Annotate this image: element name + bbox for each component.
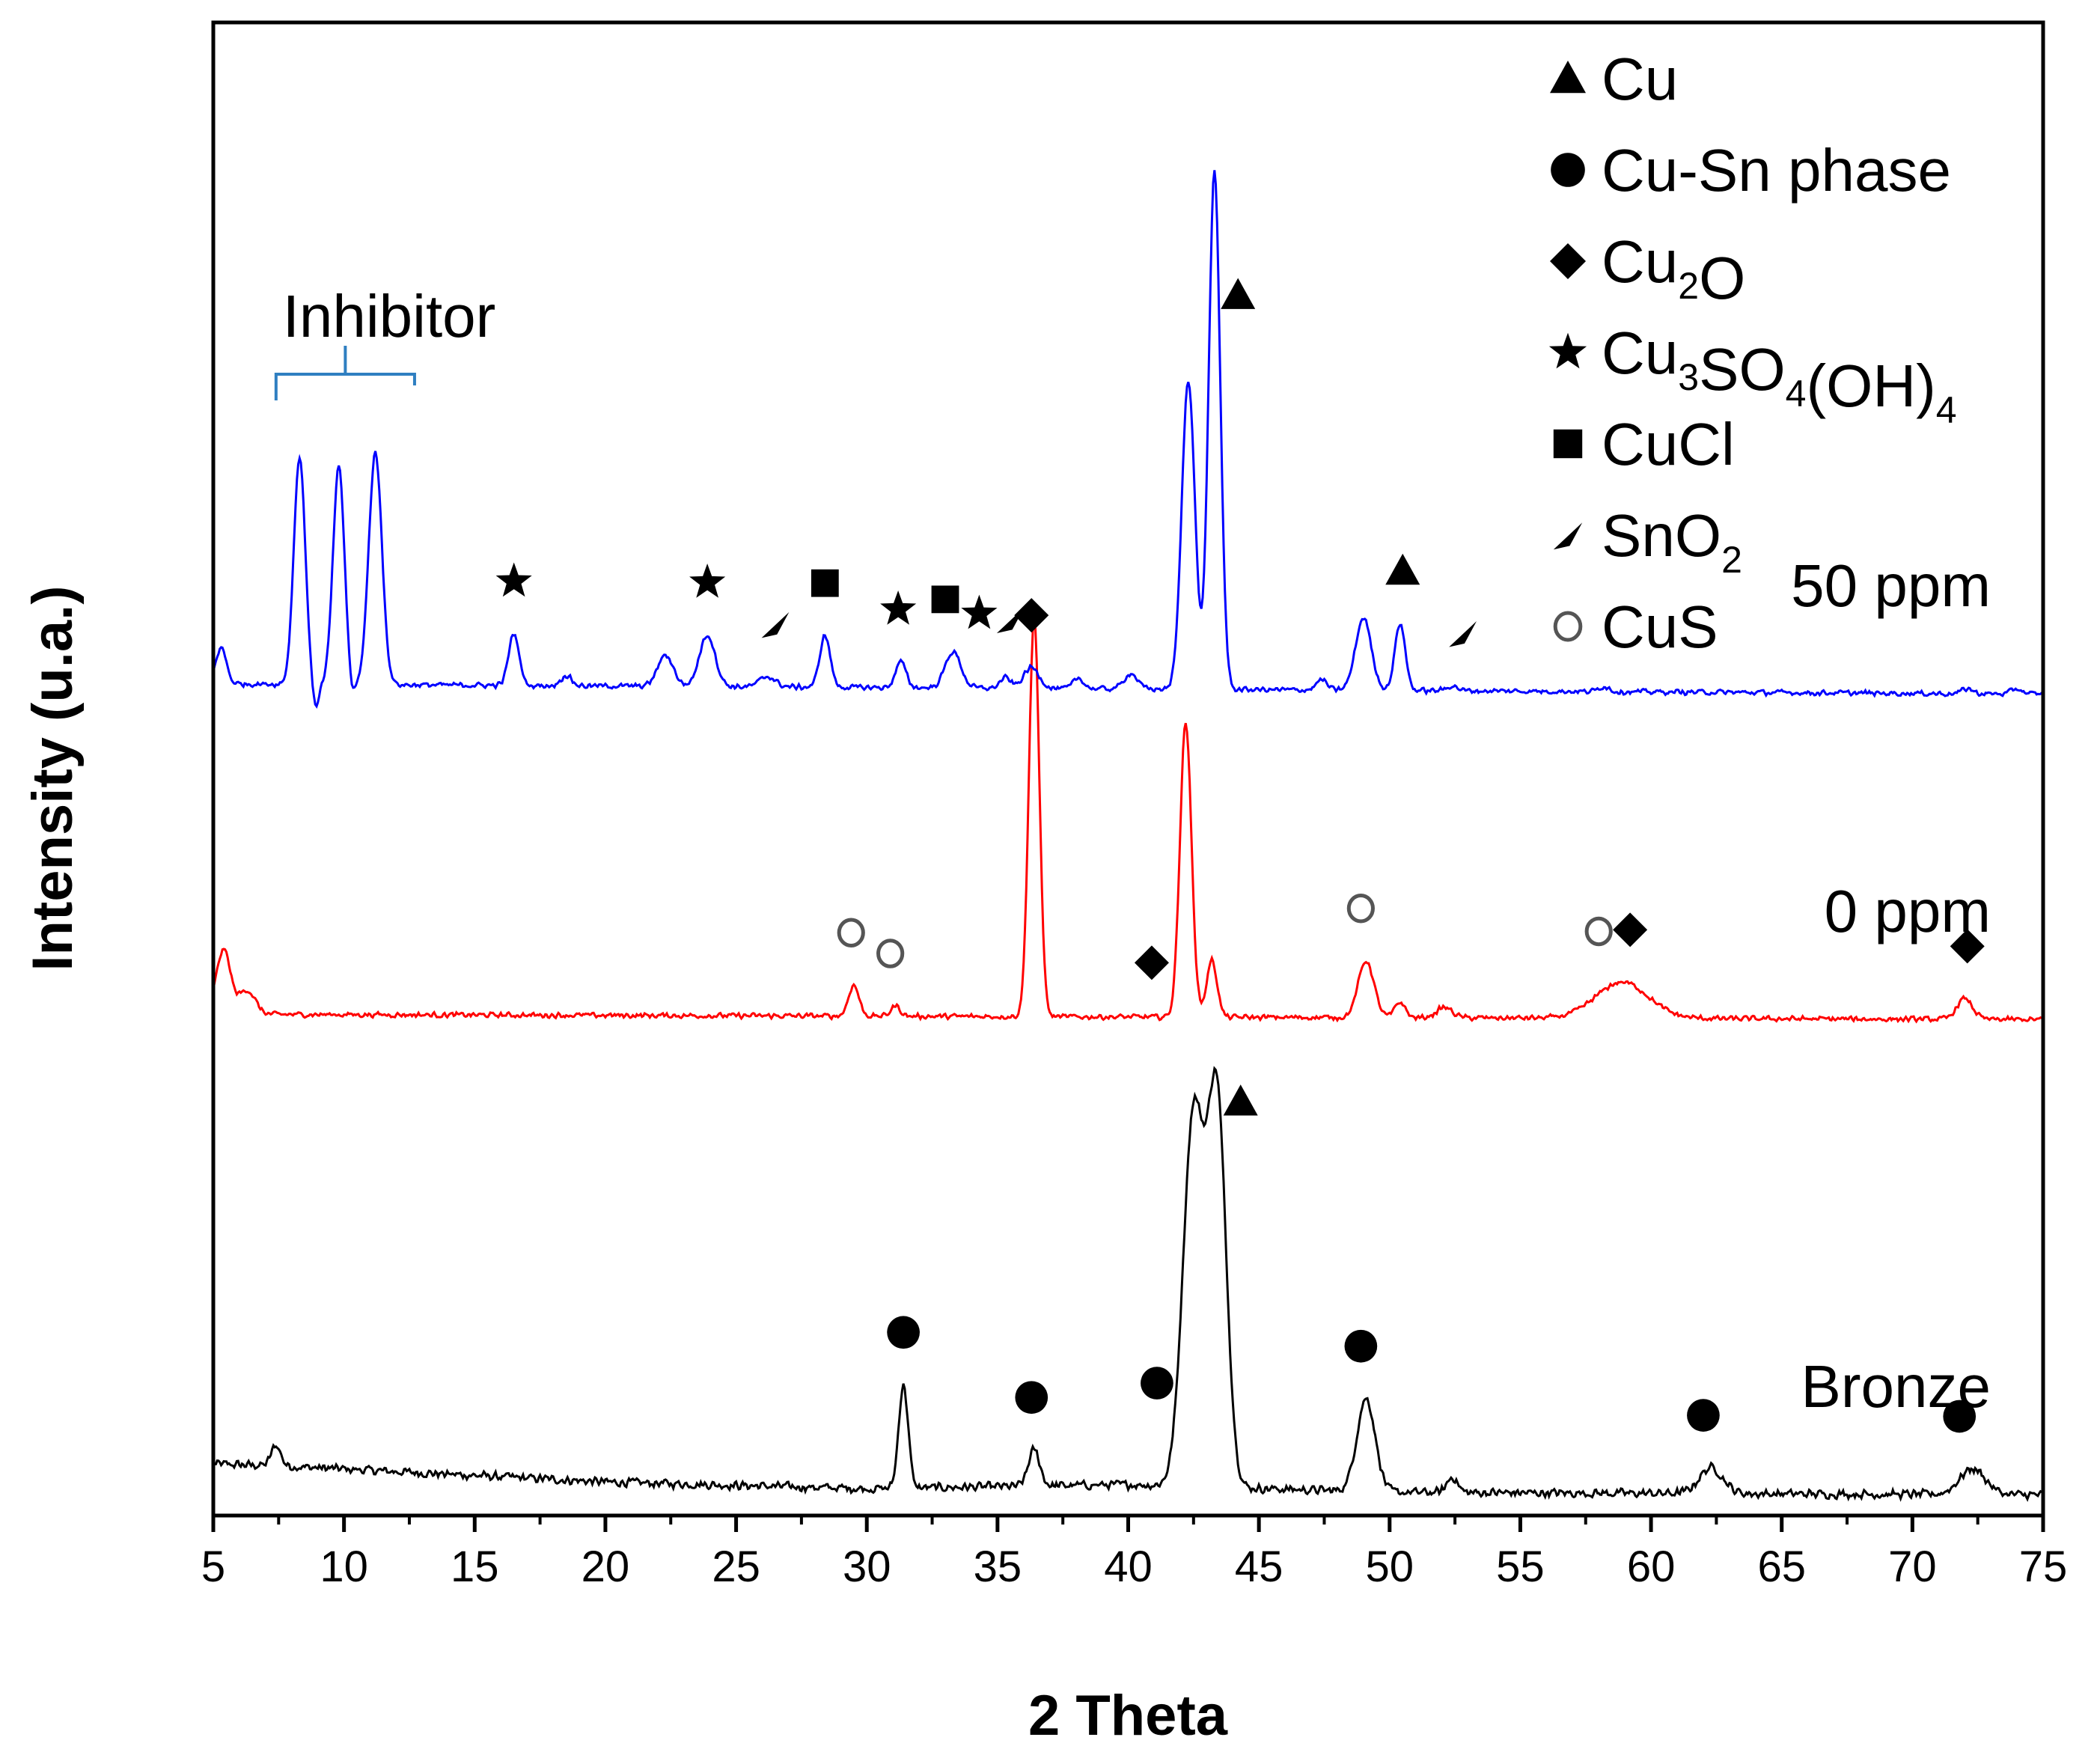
legend-entry: Cu [1602, 46, 1678, 112]
series-line-50-ppm [212, 170, 2045, 709]
x-tick-label: 45 [1235, 1542, 1283, 1591]
square-marker [811, 569, 839, 597]
circle-marker [1943, 1400, 1977, 1433]
ring-marker [1346, 893, 1375, 924]
circle-marker [1141, 1367, 1173, 1400]
inhibitor-bracket [274, 346, 416, 400]
circle-marker [1687, 1399, 1720, 1432]
circle-marker [887, 1316, 920, 1349]
diamond-marker [1950, 929, 1985, 964]
x-tick-label: 60 [1627, 1542, 1676, 1591]
legend-entry: CuCl [1602, 411, 1735, 477]
star-marker [689, 564, 726, 598]
legend-star-icon [1548, 332, 1587, 369]
star-marker [880, 590, 917, 625]
x-tick-label: 30 [843, 1542, 891, 1591]
legend-entry: CuS [1602, 593, 1718, 660]
series-line-0-ppm [212, 617, 2045, 1024]
x-tick-label: 10 [320, 1542, 368, 1591]
star-marker [961, 594, 998, 629]
legend-ring-icon [1553, 611, 1583, 642]
series-label-50-ppm: 50 ppm [1791, 552, 1991, 619]
x-tick-label: 15 [451, 1542, 499, 1591]
ring-marker [1584, 916, 1613, 947]
ring-marker [876, 939, 905, 968]
series-layer [212, 170, 2045, 1502]
wedge-marker [761, 611, 790, 638]
diamond-marker [1613, 912, 1648, 947]
x-tick-label: 35 [974, 1542, 1022, 1591]
triangle-marker [1221, 278, 1256, 309]
x-tick-label: 75 [2019, 1542, 2068, 1591]
legend-square-icon [1553, 429, 1583, 459]
series-line-bronze [212, 1066, 2043, 1502]
marker-layer [495, 278, 1985, 1433]
legend-entry: SnO2 [1602, 502, 1742, 581]
series-labels: 50 ppm 0 ppm Bronze [274, 346, 1991, 1420]
y-axis-title: Intensity (u.a.) [21, 585, 85, 971]
series-label-0-ppm: 0 ppm [1825, 878, 1991, 944]
x-tick-label: 70 [1888, 1542, 1937, 1591]
triangle-marker [1385, 553, 1420, 585]
square-marker [931, 585, 959, 614]
triangle-marker [1223, 1084, 1258, 1116]
x-tick-label: 40 [1104, 1542, 1153, 1591]
legend-entry: Cu3SO4(OH)4 [1602, 320, 1957, 431]
circle-marker [1015, 1381, 1048, 1414]
legend-circle-icon [1551, 153, 1585, 187]
diamond-marker [1014, 598, 1049, 633]
x-tick-label: 65 [1757, 1542, 1806, 1591]
x-tick-label: 20 [582, 1542, 630, 1591]
x-axis-title: 2 Theta [1028, 1684, 1228, 1748]
ring-marker [837, 918, 865, 948]
legend-wedge-icon [1553, 522, 1583, 550]
diamond-marker [1134, 945, 1169, 980]
star-marker [495, 562, 532, 597]
legend-entry: Cu-Sn phase [1602, 137, 1951, 204]
x-tick-label: 25 [712, 1542, 760, 1591]
inhibitor-label: Inhibitor [283, 283, 496, 350]
x-tick-label: 55 [1496, 1542, 1545, 1591]
legend-triangle-icon [1550, 61, 1586, 94]
legend-diamond-icon [1550, 243, 1586, 279]
x-tick-label: 5 [201, 1542, 225, 1591]
circle-marker [1344, 1329, 1378, 1363]
legend-entry: Cu2O [1602, 228, 1745, 311]
wedge-marker [1449, 620, 1477, 647]
x-tick-label: 50 [1366, 1542, 1414, 1591]
x-axis-ticks: 5 10 15 20 25 30 35 40 45 50 55 60 65 70 75 [201, 1516, 2067, 1591]
series-label-bronze: Bronze [1801, 1353, 1991, 1420]
